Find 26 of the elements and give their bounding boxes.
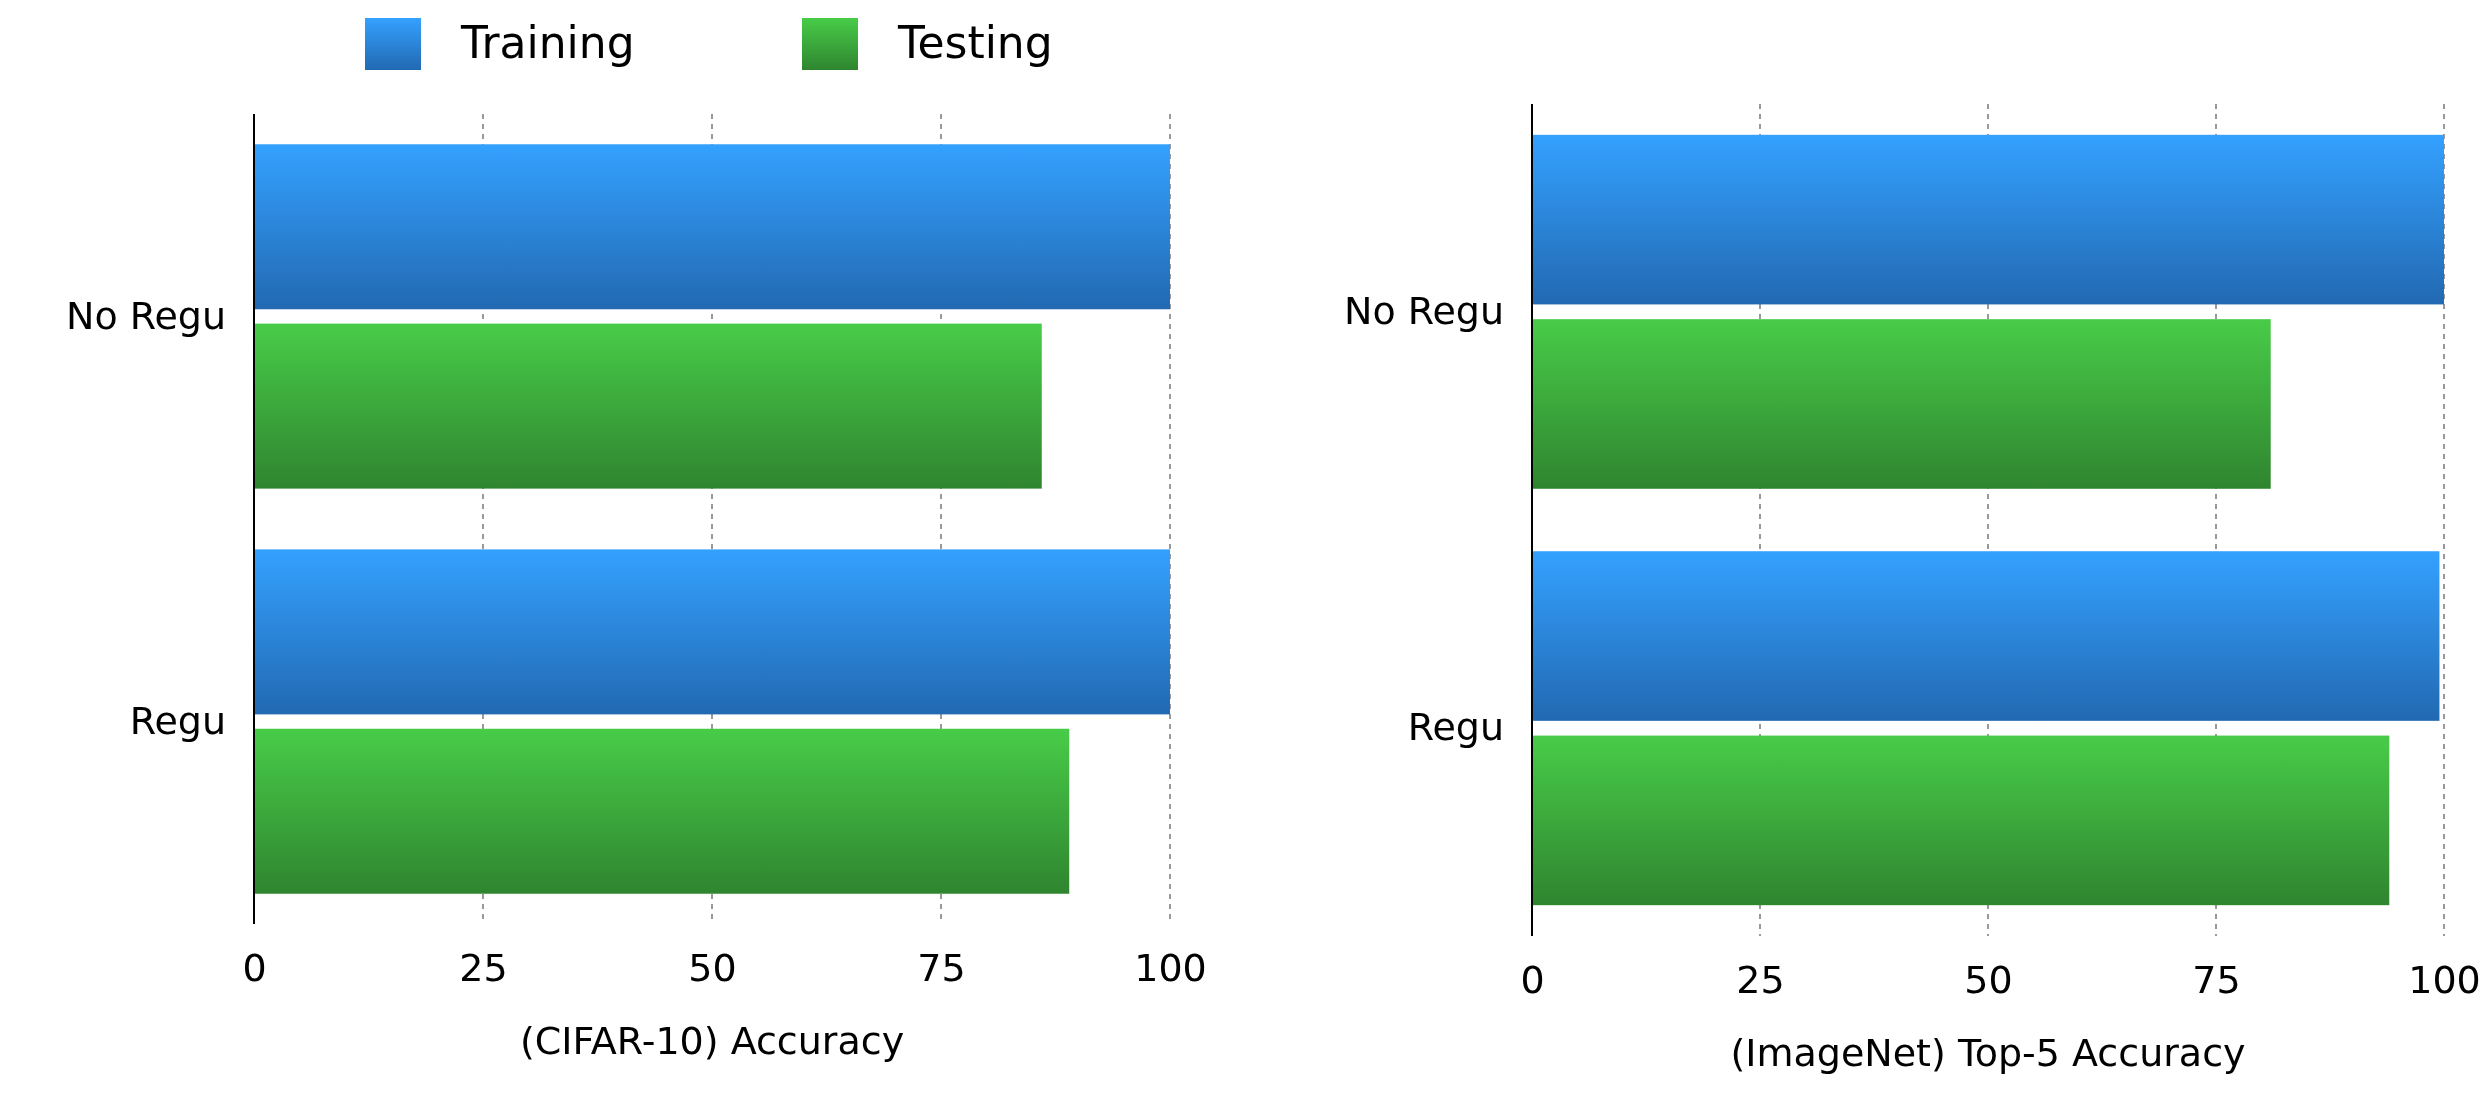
bar (1532, 551, 2440, 721)
bar (1532, 735, 2390, 906)
bar (1532, 319, 2271, 489)
x-tick-label: 0 (242, 945, 267, 990)
legend-label: Testing (897, 17, 1053, 68)
x-tick-label: 100 (1134, 945, 1207, 990)
y-tick-label: Regu (1407, 705, 1504, 750)
y-tick-label: Regu (129, 698, 226, 743)
bar (254, 728, 1070, 894)
x-tick-label: 0 (1520, 957, 1545, 1002)
x-tick-label: 50 (688, 945, 737, 990)
x-tick-label: 75 (917, 945, 966, 990)
legend-label: Training (460, 17, 635, 68)
bar (1532, 134, 2444, 305)
bar (254, 323, 1042, 489)
x-tick-label: 25 (1736, 957, 1785, 1002)
x-axis-title: (ImageNet) Top-5 Accuracy (1730, 1031, 2246, 1075)
x-tick-label: 25 (459, 945, 508, 990)
x-axis-title: (CIFAR-10) Accuracy (519, 1019, 905, 1063)
bar (254, 549, 1170, 715)
y-tick-label: No Regu (1343, 288, 1504, 333)
x-tick-label: 50 (1964, 957, 2013, 1002)
bar (254, 144, 1170, 310)
y-tick-label: No Regu (65, 293, 226, 338)
x-tick-label: 100 (2408, 957, 2481, 1002)
x-tick-label: 75 (2192, 957, 2241, 1002)
